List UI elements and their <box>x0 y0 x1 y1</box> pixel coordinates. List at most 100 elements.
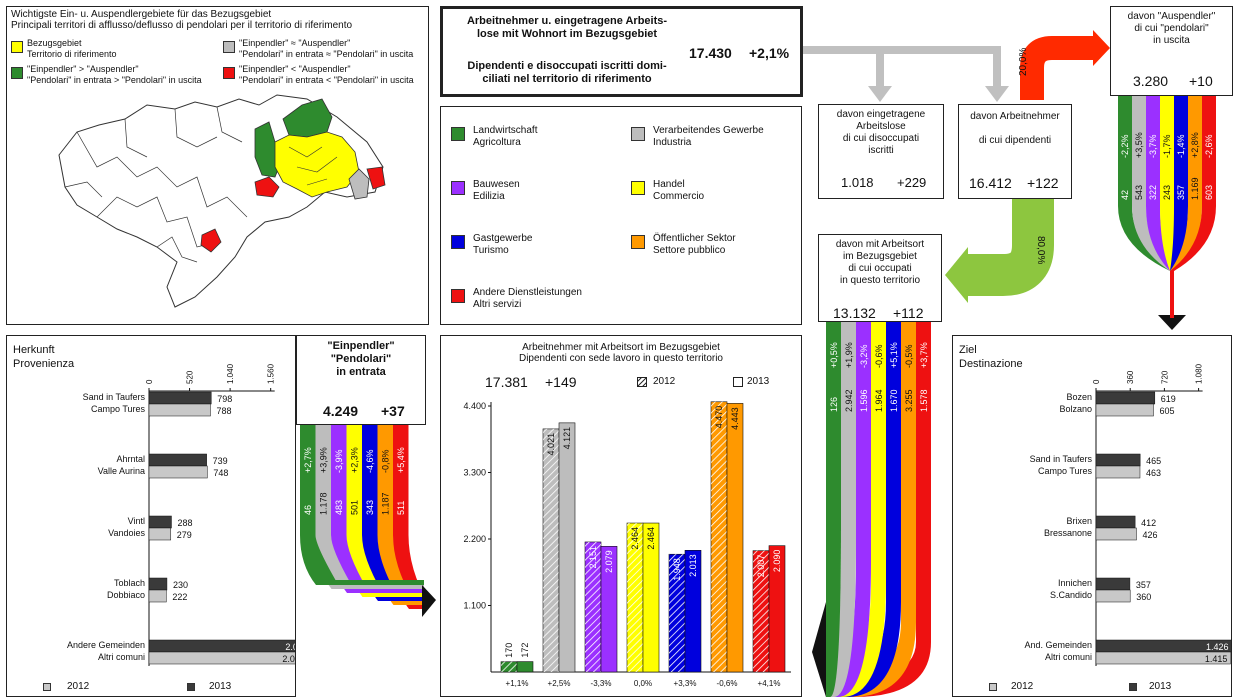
bar-label-group: 4.470 <box>714 406 724 429</box>
tick-label: 0 <box>1092 379 1101 384</box>
tick-label: 520 <box>186 370 195 384</box>
out-stream-change: -2,2% <box>1120 134 1130 158</box>
y-tick-label: 4.400 <box>463 401 486 411</box>
bar-value-2012: 2.037 <box>282 654 295 664</box>
tick-label: 720 <box>1160 370 1169 384</box>
legend-2013-swatch <box>187 683 195 691</box>
origin-title: Herkunft <box>13 344 55 356</box>
legend-2012: 2012 <box>1011 681 1034 692</box>
bar-2012-hatch <box>627 523 643 672</box>
bar-value-2013: 619 <box>1161 394 1176 404</box>
bar-2012 <box>148 589 167 603</box>
origin-bars: 0 520 1.040 1.560 Sand in Taufers Campo Tures… <box>67 363 295 666</box>
in-stream-band <box>362 425 424 601</box>
out-stream-change: -3,7% <box>1148 134 1158 158</box>
bar-value-2013: 465 <box>1146 456 1161 466</box>
bar-2012 <box>1095 527 1137 541</box>
out-stream-band <box>1170 96 1202 318</box>
category-label: Vintl <box>128 516 145 526</box>
local-stream-change: +1,9% <box>844 342 854 368</box>
in-stream-labels: 483 -3,9% <box>334 449 344 515</box>
local-stream-labels: 2.942 +1,9% <box>844 342 854 412</box>
bar-2012 <box>148 403 211 417</box>
bar-value-2012: 222 <box>172 592 187 602</box>
bar-2012-hatch <box>501 661 517 672</box>
bar-2013 <box>148 453 207 467</box>
bar-2013 <box>600 546 618 673</box>
tick-label: 1.040 <box>226 363 235 384</box>
in-stream-value: 483 <box>334 500 344 515</box>
bar-value-2013: 2.013 <box>688 554 698 577</box>
bar-value-2012: 463 <box>1146 468 1161 478</box>
local-percent: 80,0% <box>1035 236 1046 265</box>
in-stream-change: -4,6% <box>365 449 375 473</box>
change-label: +4,1% <box>758 679 781 688</box>
bar-2013 <box>1095 577 1131 591</box>
out-stream-value: 243 <box>1162 185 1172 200</box>
sector-label: Landwirtschaft Agricoltura <box>473 125 538 148</box>
local-stream-labels: 1.670 +5,1% <box>889 342 899 412</box>
sector-swatch <box>631 181 645 195</box>
incommuter-label: "Einpendler" "Pendolari" in entrata <box>327 340 395 378</box>
sector-label: Bauwesen Edilizia <box>473 179 520 202</box>
local-box: davon mit Arbeitsort im Bezugsgebiet di … <box>818 234 942 322</box>
category-label: Bolzano <box>1059 404 1092 414</box>
in-stream-labels: 511 +5,4% <box>396 447 406 515</box>
category-label: Innichen <box>1058 578 1092 588</box>
y-tick-label: 3.300 <box>463 468 486 478</box>
legend-2013-box <box>733 377 743 387</box>
gray-split-arrow <box>803 46 1001 88</box>
local-stream-value: 126 <box>829 397 839 412</box>
local-stream-labels: 3.255 -0,5% <box>904 344 914 412</box>
out-stream-value: 603 <box>1204 185 1214 200</box>
bar-value-2012: 279 <box>177 530 192 540</box>
incommuter-box: "Einpendler" "Pendolari" in entrata 4.24… <box>296 335 426 425</box>
bar-value-2012: 1.948 <box>672 558 682 581</box>
region-map <box>58 94 386 308</box>
bar-value-2013: 4.443 <box>730 407 740 430</box>
legend-swatch-yellow <box>11 41 23 53</box>
bar-value-2013: 230 <box>173 580 188 590</box>
bar-value-2013: 2.090 <box>772 550 782 573</box>
change-label: -0,6% <box>717 679 738 688</box>
local-stream-labels: 1.596 -3,2% <box>859 344 869 412</box>
bar-2013 <box>516 661 534 673</box>
bar-value-2012: 170 <box>504 643 514 658</box>
sector-label: Verarbeitendes Gewerbe Industria <box>653 125 764 148</box>
change-label: +2,5% <box>548 679 571 688</box>
incommuter-value: 4.249 <box>323 403 359 419</box>
bar-label-group: 4.021 <box>546 433 556 456</box>
bar-value-2012: 4.021 <box>546 433 556 456</box>
employees-value: 16.412 <box>969 175 1012 191</box>
legend-swatch-red <box>223 67 235 79</box>
bar-2012 <box>1095 651 1231 665</box>
bar-value-2012: 2.464 <box>630 527 640 550</box>
bar-value-2012: 360 <box>1136 592 1151 602</box>
employees-change: +122 <box>1027 175 1059 191</box>
legend-2012-swatch <box>989 683 997 691</box>
bar-2012 <box>148 527 172 541</box>
out-stream-labels: 42 -2,2% <box>1120 134 1130 200</box>
bar-value-2013: 288 <box>177 518 192 528</box>
employees-box: davon Arbeitnehmer di cui dipendenti 16.… <box>958 104 1072 199</box>
in-streams: 46 +2,7% 1.178 +3,9% 483 -3,9% 501 +2,3% 343 -4,6… <box>300 425 436 617</box>
summary-box: Arbeitnehmer u. eingetragene Arbeits- lo… <box>440 6 803 97</box>
map-panel: Wichtigste Ein- u. Auspendlergebiete für… <box>6 6 429 325</box>
bar-label-group: 170 <box>504 643 514 658</box>
in-stream-labels: 1.187 -0,8% <box>381 449 391 515</box>
bar-label-group: 2.464 <box>630 527 640 550</box>
bar-2013 <box>1095 515 1136 529</box>
in-stream-band <box>377 425 424 605</box>
bar-2013 <box>148 639 295 653</box>
category-label: Toblach <box>114 578 145 588</box>
local-stream-labels: 126 +0,5% <box>829 342 839 412</box>
out-stream-labels: 543 +3,5% <box>1134 132 1144 200</box>
local-stream-value: 3.255 <box>904 389 914 412</box>
unemployed-box: davon eingetragene Arbeitslose di cui di… <box>818 104 944 199</box>
bar-2013 <box>1095 391 1156 405</box>
out-stream-change: +3,5% <box>1134 132 1144 158</box>
legend-2013: 2013 <box>209 681 232 692</box>
local-stream-arrow <box>812 602 826 697</box>
in-stream-change: +3,9% <box>319 447 329 473</box>
out-stream-change: +2,8% <box>1190 132 1200 158</box>
